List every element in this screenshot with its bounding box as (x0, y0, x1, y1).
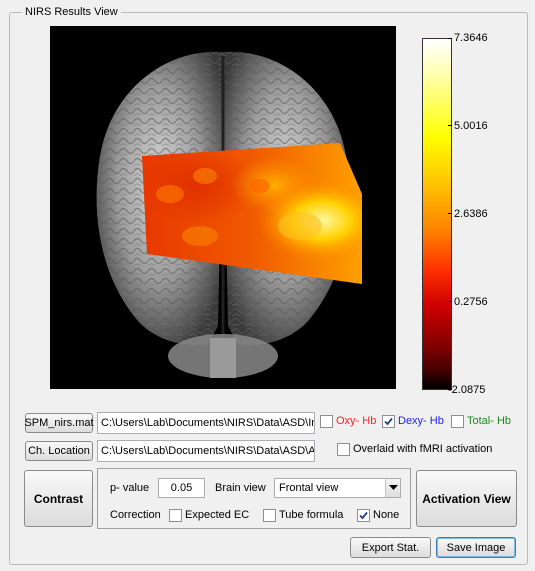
contrast-button[interactable]: Contrast (24, 470, 93, 527)
brainview-label: Brain view (215, 482, 266, 494)
activation-map (142, 143, 362, 284)
ch-location-button[interactable]: Ch. Location (25, 441, 93, 461)
correction-label: Correction (110, 509, 161, 521)
none-checkbox[interactable] (357, 509, 370, 522)
activation-view-button[interactable]: Activation View (416, 470, 517, 527)
expected-ec-label: Expected EC (185, 509, 250, 521)
colorbar-tick (448, 38, 452, 39)
none-label: None (373, 509, 400, 521)
brainview-selected-value: Frontal view (279, 482, 339, 494)
total-hb-label: Total- Hb (467, 415, 512, 427)
colorbar-tick-label: 2.6386 (454, 208, 488, 220)
save-image-button[interactable]: Save Image (436, 537, 516, 558)
expected-ec-checkbox[interactable] (169, 509, 182, 522)
colorbar-tick (448, 389, 452, 390)
colorbar (422, 38, 452, 390)
group-title: NIRS Results View (22, 5, 121, 19)
colorbar-tick-label: -2.0875 (448, 384, 486, 396)
tube-formula-label: Tube formula (279, 509, 344, 521)
colorbar-tick (448, 301, 452, 302)
colorbar-tick-label: 5.0016 (454, 120, 488, 132)
colorbar-tick (448, 213, 452, 214)
tube-formula-checkbox[interactable] (263, 509, 276, 522)
brain-render (96, 51, 362, 378)
checkmark-icon (384, 417, 393, 426)
pvalue-input[interactable]: 0.05 (158, 478, 205, 498)
dexy-hb-label: Dexy- Hb (398, 415, 444, 427)
overlay-fmri-label: Overlaid with fMRI activation (353, 443, 493, 455)
total-hb-checkbox[interactable] (451, 415, 464, 428)
colorbar-tick-label: 7.3646 (454, 32, 488, 44)
brainview-select[interactable]: Frontal view (274, 478, 401, 498)
pvalue-label: p- value (110, 482, 150, 494)
spm-nirs-button[interactable]: SPM_nirs.mat (24, 413, 94, 433)
ch-path-field[interactable]: C:\Users\Lab\Documents\NIRS\Data\ASD\A( (97, 440, 315, 462)
spm-path-field[interactable]: C:\Users\Lab\Documents\NIRS\Data\ASD\Inc (97, 412, 315, 434)
colorbar-tick (448, 125, 452, 126)
colorbar-tick-label: 0.2756 (454, 296, 488, 308)
oxy-hb-checkbox[interactable] (320, 415, 333, 428)
contrast-options-box (97, 468, 411, 529)
results-group-box (9, 12, 528, 565)
colorbar-gradient (422, 38, 452, 390)
checkmark-icon (359, 511, 368, 520)
oxy-hb-label: Oxy- Hb (336, 415, 377, 427)
dexy-hb-checkbox[interactable] (382, 415, 395, 428)
brain-plot-area (50, 26, 396, 389)
overlay-fmri-checkbox[interactable] (337, 443, 350, 456)
export-stat-button[interactable]: Export Stat. (350, 537, 431, 558)
chevron-down-icon[interactable] (385, 479, 400, 497)
